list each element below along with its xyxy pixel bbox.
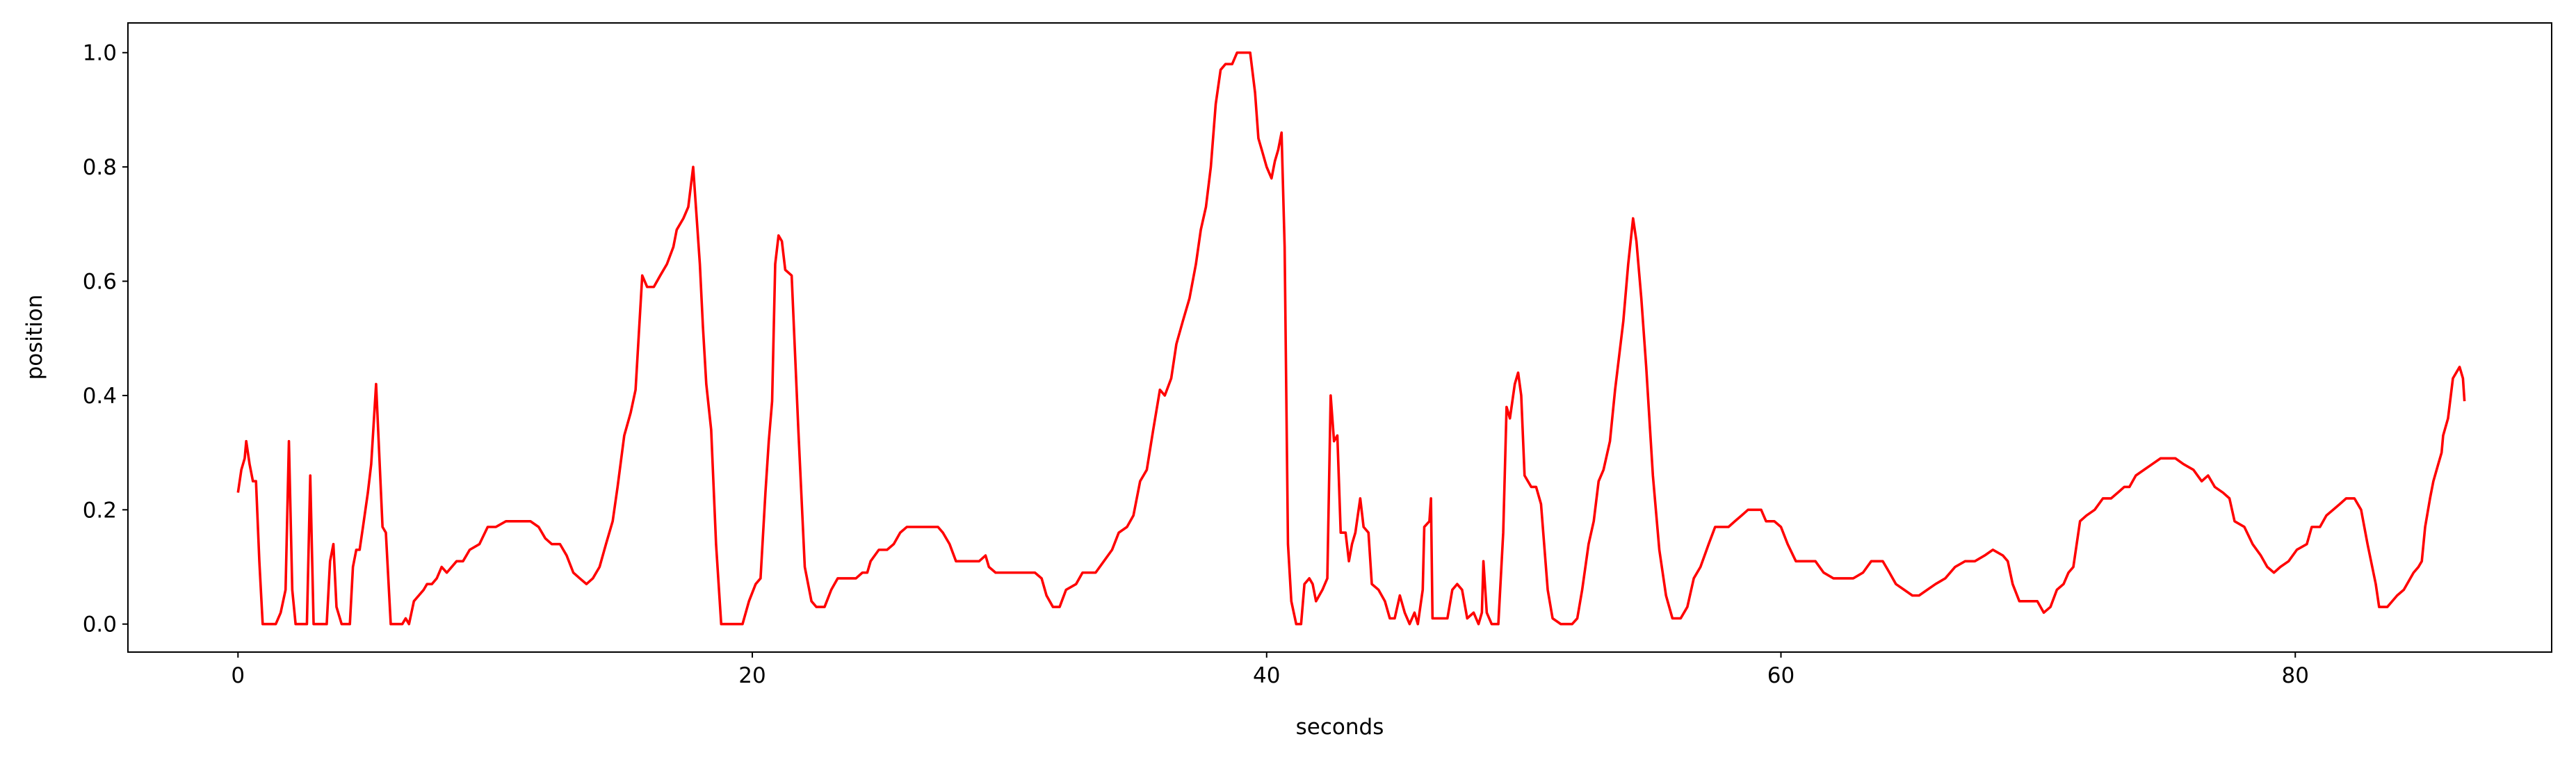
y-tick-label: 0.2 [83,498,117,523]
y-tick-label: 0.4 [83,384,117,409]
x-tick-label: 20 [738,663,765,688]
x-tick-label: 40 [1253,663,1280,688]
y-tick-label: 1.0 [83,41,117,66]
y-tick-label: 0.0 [83,612,117,637]
y-tick-label: 0.8 [83,155,117,180]
plot-frame [127,22,2552,653]
x-tick-label: 80 [2282,663,2309,688]
y-tick-label: 0.6 [83,270,117,295]
x-tick-label: 60 [1767,663,1795,688]
x-axis-label: seconds [1296,715,1384,740]
y-axis-label: position [22,295,47,380]
data-line [236,51,2466,626]
x-tick-label: 0 [231,663,245,688]
